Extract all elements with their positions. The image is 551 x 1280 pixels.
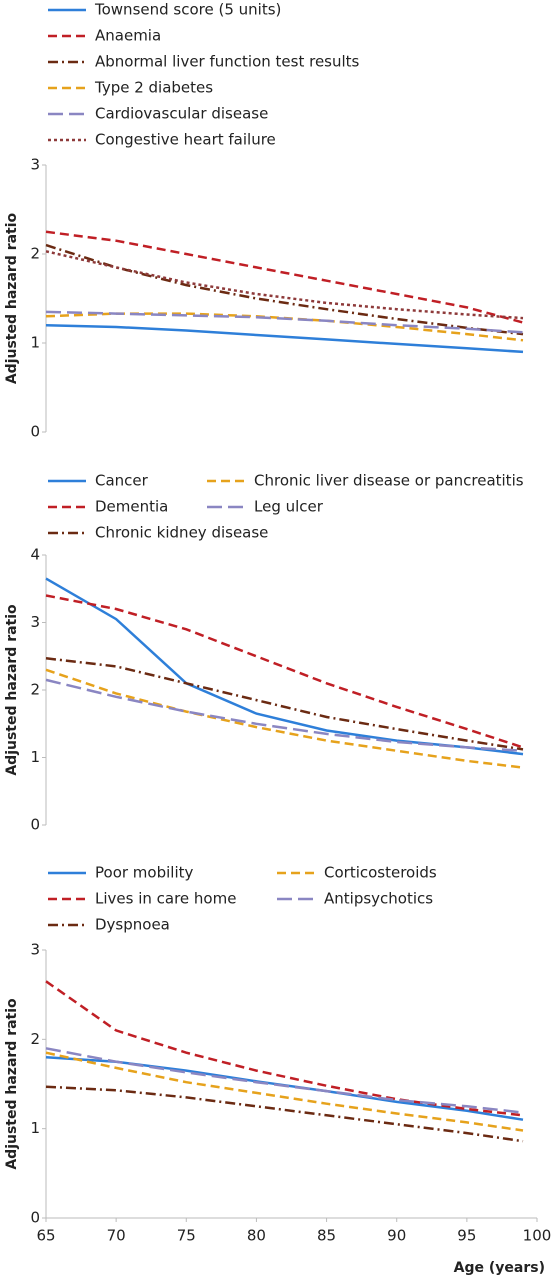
series-line <box>45 1047 524 1114</box>
x-axis-label: Age (years) <box>454 1260 545 1276</box>
legend-label: Leg ulcer <box>254 498 324 516</box>
y-tick-label: 3 <box>30 156 40 174</box>
series-line <box>45 668 524 769</box>
series-line <box>45 323 524 354</box>
legend-label: Corticosteroids <box>324 864 437 882</box>
series-line <box>45 243 524 336</box>
x-tick-label: 80 <box>247 1227 266 1245</box>
series-line <box>45 250 524 320</box>
y-tick-label: 3 <box>30 613 40 631</box>
y-tick-label: 2 <box>30 245 40 263</box>
legend-label: Anaemia <box>95 27 161 45</box>
y-tick-label: 1 <box>30 334 40 352</box>
series-line <box>45 657 524 751</box>
y-tick-label: 4 <box>30 546 40 564</box>
legend-label: Townsend score (5 units) <box>94 1 281 19</box>
y-tick-label: 2 <box>30 681 40 699</box>
series-line <box>45 577 524 756</box>
x-tick-label: 85 <box>317 1227 336 1245</box>
x-tick-label: 70 <box>107 1227 126 1245</box>
legend-label: Abnormal liver function test results <box>95 53 360 71</box>
y-tick-label: 3 <box>30 941 40 959</box>
legend-label: Dementia <box>95 498 168 516</box>
legend-label: Poor mobility <box>95 864 193 882</box>
y-axis-label: Adjusted hazard ratio <box>4 604 20 776</box>
y-tick-label: 0 <box>30 1209 40 1227</box>
y-tick-label: 0 <box>30 816 40 834</box>
x-tick-label: 95 <box>457 1227 476 1245</box>
y-tick-label: 1 <box>30 1119 40 1137</box>
legend-label: Cardiovascular disease <box>95 105 268 123</box>
x-tick-label: 65 <box>36 1227 55 1245</box>
legend-label: Dyspnoea <box>95 916 170 934</box>
y-tick-label: 2 <box>30 1030 40 1048</box>
legend-label: Lives in care home <box>95 890 236 908</box>
x-tick-label: 100 <box>523 1227 551 1245</box>
series-line <box>45 230 524 324</box>
legend-label: Type 2 diabetes <box>94 79 213 97</box>
legend-label: Chronic liver disease or pancreatitis <box>254 472 524 490</box>
legend-label: Antipsychotics <box>324 890 433 908</box>
y-tick-label: 0 <box>30 423 40 441</box>
series-line <box>45 310 524 334</box>
legend-label: Cancer <box>95 472 149 490</box>
y-axis-label: Adjusted hazard ratio <box>4 998 20 1170</box>
series-line <box>45 1085 524 1143</box>
y-axis-label: Adjusted hazard ratio <box>4 212 20 384</box>
series-line <box>45 594 524 749</box>
series-line <box>45 980 524 1117</box>
x-tick-label: 75 <box>177 1227 196 1245</box>
legend-label: Congestive heart failure <box>95 131 276 149</box>
series-line <box>45 1051 524 1132</box>
series-line <box>45 1055 524 1121</box>
series-line <box>45 678 524 753</box>
y-tick-label: 1 <box>30 748 40 766</box>
legend-label: Chronic kidney disease <box>95 524 268 542</box>
x-tick-label: 90 <box>387 1227 406 1245</box>
